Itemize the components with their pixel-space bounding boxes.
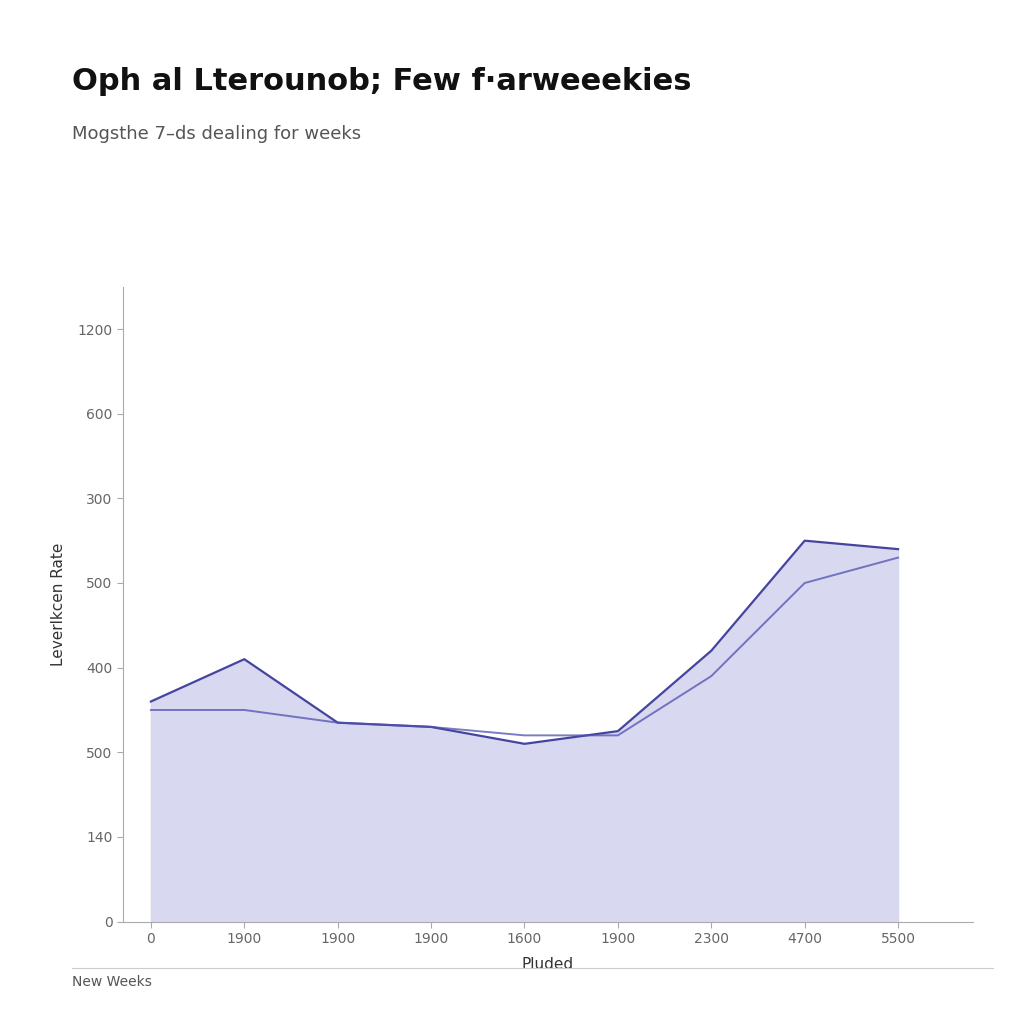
Text: Oph al Lterounob; Few f·arweeekies: Oph al Lterounob; Few f·arweeekies	[72, 67, 691, 95]
Text: Mogsthe 7–ds dealing for weeks: Mogsthe 7–ds dealing for weeks	[72, 125, 360, 143]
X-axis label: Pluded: Pluded	[522, 957, 573, 972]
Y-axis label: Leverlkcen Rate: Leverlkcen Rate	[51, 543, 67, 666]
Text: New Weeks: New Weeks	[72, 975, 152, 989]
